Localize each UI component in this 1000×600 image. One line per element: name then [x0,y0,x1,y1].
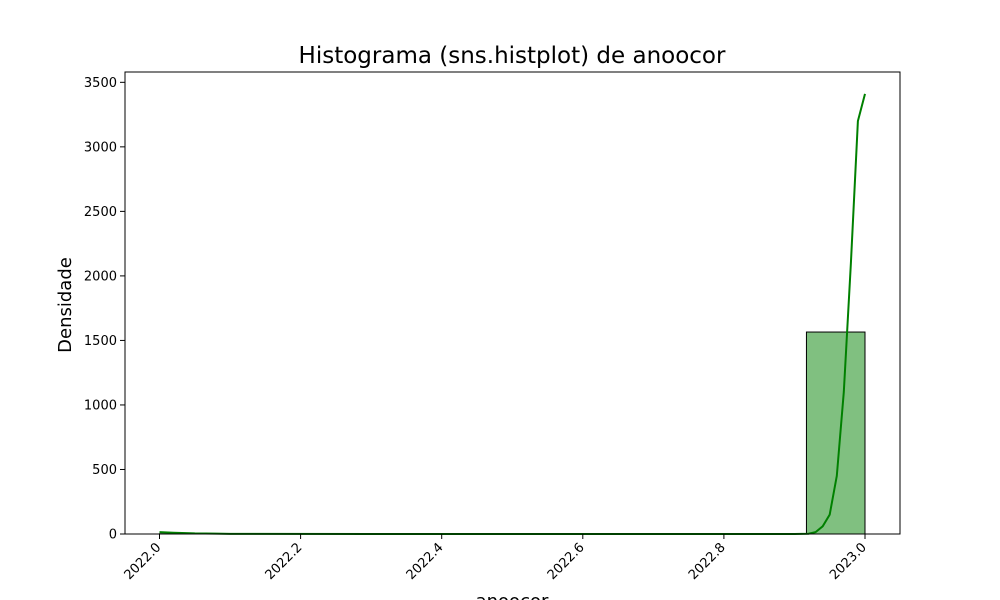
x-tick-label: 2022.2 [263,540,306,583]
chart-title: Histograma (sns.histplot) de anoocor [299,43,726,69]
x-axis-label: anoocor [476,591,549,600]
kde-line [159,93,866,535]
y-tick-label: 500 [92,463,117,478]
histogram-bar-1 [805,331,866,535]
bars-layer [159,331,866,535]
x-tick-label: 2022.0 [122,540,165,583]
y-tick-label: 1000 [84,398,117,413]
y-axis-label: Densidade [55,257,76,353]
x-tick-label: 2022.4 [404,540,447,583]
y-tick-label: 0 [109,528,117,543]
x-axis-ticks: 2022.0 2022.2 2022.4 2022.6 2022.8 2023.0 [122,534,870,583]
axes-frame [124,71,901,535]
y-tick-label: 2500 [84,205,117,220]
y-tick-label: 3500 [84,76,117,91]
x-tick-label: 2022.8 [686,540,729,583]
x-tick-label: 2023.0 [827,540,870,583]
y-axis-ticks: 0 500 1000 1500 2000 2500 3000 3500 [84,76,125,543]
y-tick-label: 2000 [84,269,117,284]
y-tick-label: 1500 [84,334,117,349]
y-tick-label: 3000 [84,140,117,155]
x-tick-label: 2022.6 [545,540,588,583]
